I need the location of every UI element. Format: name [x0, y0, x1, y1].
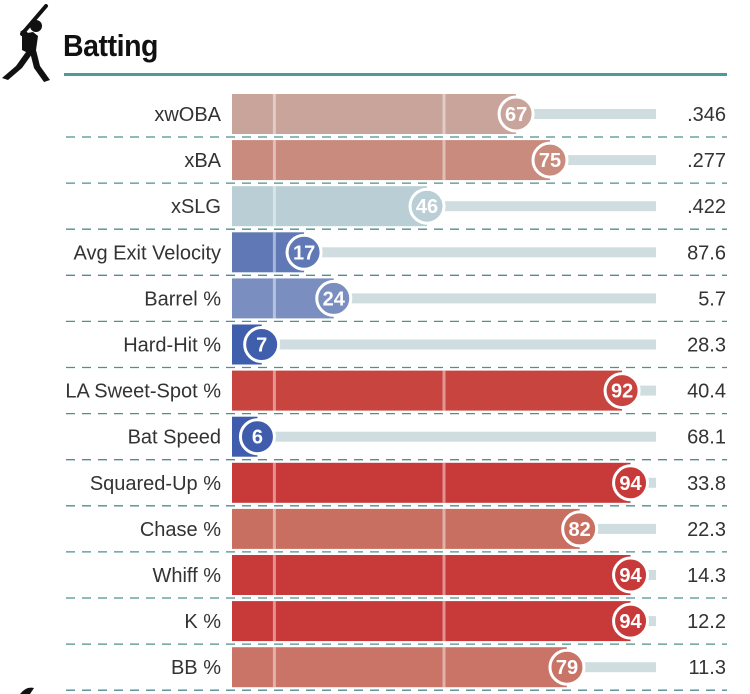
- metric-label: K %: [184, 611, 221, 633]
- percentile-track: [579, 523, 656, 534]
- percentile-track: [550, 155, 656, 166]
- percentile-circle: [531, 141, 569, 179]
- page-title: Batting: [63, 28, 159, 63]
- percentile-label: 67: [505, 104, 527, 126]
- percentile-label: 94: [619, 611, 642, 633]
- metric-value: .422: [687, 196, 726, 218]
- metric-value: 28.3: [687, 335, 726, 357]
- percentile-circle: [612, 556, 650, 594]
- percentile-bar: [232, 370, 623, 411]
- metric-label: BB %: [171, 657, 221, 679]
- percentile-circle: [497, 95, 535, 133]
- percentile-bar: [232, 647, 567, 688]
- batter-icon: [2, 4, 50, 82]
- metric-value: 33.8: [687, 473, 726, 495]
- percentile-bar: [232, 462, 631, 503]
- percentile-bar: [232, 94, 517, 134]
- percentile-bar: [232, 140, 550, 181]
- title-divider: [64, 73, 727, 76]
- percentile-bar: [232, 508, 580, 549]
- metric-label: Bat Speed: [128, 427, 221, 449]
- percentile-track: [427, 201, 656, 212]
- metric-label: Chase %: [140, 519, 221, 541]
- percentile-bar: [232, 186, 428, 227]
- percentile-label: 46: [416, 196, 438, 218]
- metric-value: 68.1: [687, 427, 726, 449]
- percentile-label: 24: [323, 288, 346, 310]
- metric-value: 40.4: [687, 381, 726, 403]
- percentile-circle: [238, 418, 276, 456]
- percentile-track: [516, 109, 656, 119]
- percentile-track: [257, 431, 656, 442]
- percentile-label: 94: [619, 565, 642, 587]
- percentile-track: [304, 247, 656, 258]
- percentile-label: 94: [619, 473, 642, 495]
- metric-label: Avg Exit Velocity: [74, 242, 221, 264]
- metric-value: .277: [687, 150, 726, 172]
- metric-value: 22.3: [687, 519, 726, 541]
- metric-label: xwOBA: [154, 104, 221, 126]
- percentile-label: 82: [569, 519, 591, 541]
- percentile-circle: [285, 233, 323, 271]
- percentile-circle: [612, 464, 650, 502]
- metric-label: LA Sweet-Spot %: [65, 381, 221, 403]
- percentile-circle: [243, 326, 281, 363]
- next-section-icon: [20, 687, 34, 694]
- percentile-label: 7: [256, 335, 267, 357]
- percentile-bar: [232, 601, 631, 642]
- percentile-circle: [612, 602, 650, 640]
- metric-label: Barrel %: [144, 288, 221, 310]
- percentile-circle: [408, 187, 446, 225]
- metric-value: .346: [687, 104, 726, 126]
- metric-value: 14.3: [687, 565, 726, 587]
- metric-label: xSLG: [171, 196, 221, 218]
- percentile-label: 92: [611, 381, 633, 403]
- percentile-track: [333, 293, 656, 304]
- percentile-label: 17: [293, 242, 315, 264]
- percentile-bar: [232, 555, 631, 595]
- percentile-circle: [603, 372, 641, 410]
- metric-label: Hard-Hit %: [123, 335, 221, 357]
- percentile-circle: [315, 279, 353, 317]
- metric-value: 12.2: [687, 611, 726, 633]
- percentile-track: [566, 662, 656, 673]
- metric-value: 87.6: [687, 242, 726, 264]
- percentile-track: [261, 339, 656, 350]
- percentile-circle: [561, 510, 599, 548]
- metric-label: Squared-Up %: [90, 473, 221, 495]
- percentile-label: 75: [539, 150, 561, 172]
- metric-label: Whiff %: [152, 565, 221, 587]
- percentile-circle: [548, 648, 586, 686]
- metric-value: 5.7: [698, 288, 726, 310]
- header: Batting: [0, 0, 750, 82]
- metric-value: 11.3: [689, 657, 726, 679]
- percentile-label: 79: [556, 657, 578, 679]
- metric-label: xBA: [184, 150, 221, 172]
- percentile-label: 6: [252, 427, 263, 449]
